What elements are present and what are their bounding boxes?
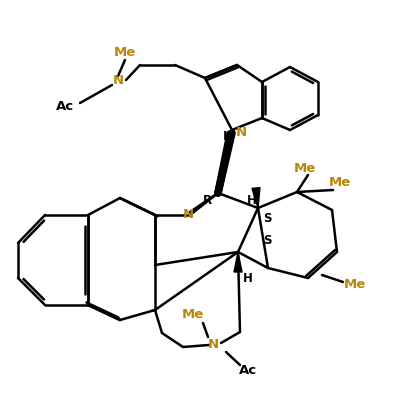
Text: H: H [223,130,233,143]
Text: Ac: Ac [56,101,74,114]
Text: N: N [182,209,194,222]
Text: H: H [243,272,253,285]
Text: H: H [247,193,257,206]
Text: Me: Me [329,176,351,189]
Text: Me: Me [182,309,204,321]
Text: N: N [235,127,246,140]
Text: N: N [113,73,124,86]
Polygon shape [252,187,260,208]
Text: S: S [263,211,271,224]
Text: N: N [207,338,218,351]
Text: R: R [202,193,212,206]
Text: Me: Me [344,279,366,292]
Polygon shape [234,252,242,272]
Text: Ac: Ac [239,364,257,376]
Text: Me: Me [114,46,136,59]
Text: S: S [263,233,271,246]
Text: Me: Me [294,162,316,174]
